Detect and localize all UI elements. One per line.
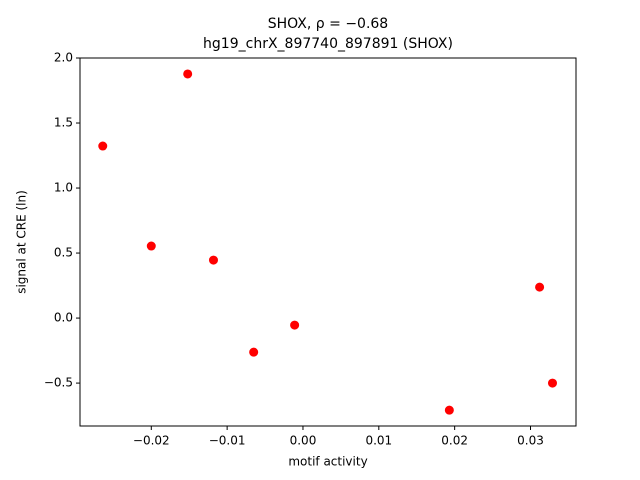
y-tick-label: 0.0 xyxy=(54,311,73,325)
x-tick-label: 0.02 xyxy=(441,434,468,448)
point xyxy=(146,241,156,251)
chart-title: SHOX, ρ = −0.68 xyxy=(268,16,388,32)
y-tick-label: 1.0 xyxy=(54,181,73,195)
point xyxy=(208,255,218,265)
x-tick-label: −0.02 xyxy=(133,434,170,448)
x-tick-label: 0.01 xyxy=(365,434,392,448)
y-tick-label: 0.5 xyxy=(54,246,73,260)
y-tick-label: 1.5 xyxy=(54,116,73,130)
point xyxy=(249,347,259,357)
point xyxy=(183,69,193,79)
point xyxy=(547,378,557,388)
x-tick-label: 0.00 xyxy=(290,434,317,448)
point xyxy=(444,405,454,415)
x-tick-label: 0.03 xyxy=(517,434,544,448)
point xyxy=(290,320,300,330)
chart-subtitle: hg19_chrX_897740_897891 (SHOX) xyxy=(203,36,453,52)
x-tick-label: −0.01 xyxy=(209,434,246,448)
x-axis-label: motif activity xyxy=(288,455,367,469)
point xyxy=(98,141,108,151)
y-tick-label: 2.0 xyxy=(54,51,73,65)
y-axis-label: signal at CRE (ln) xyxy=(15,190,29,294)
y-tick-label: −0.5 xyxy=(44,376,73,390)
point xyxy=(535,282,545,292)
plot-frame xyxy=(79,57,577,427)
